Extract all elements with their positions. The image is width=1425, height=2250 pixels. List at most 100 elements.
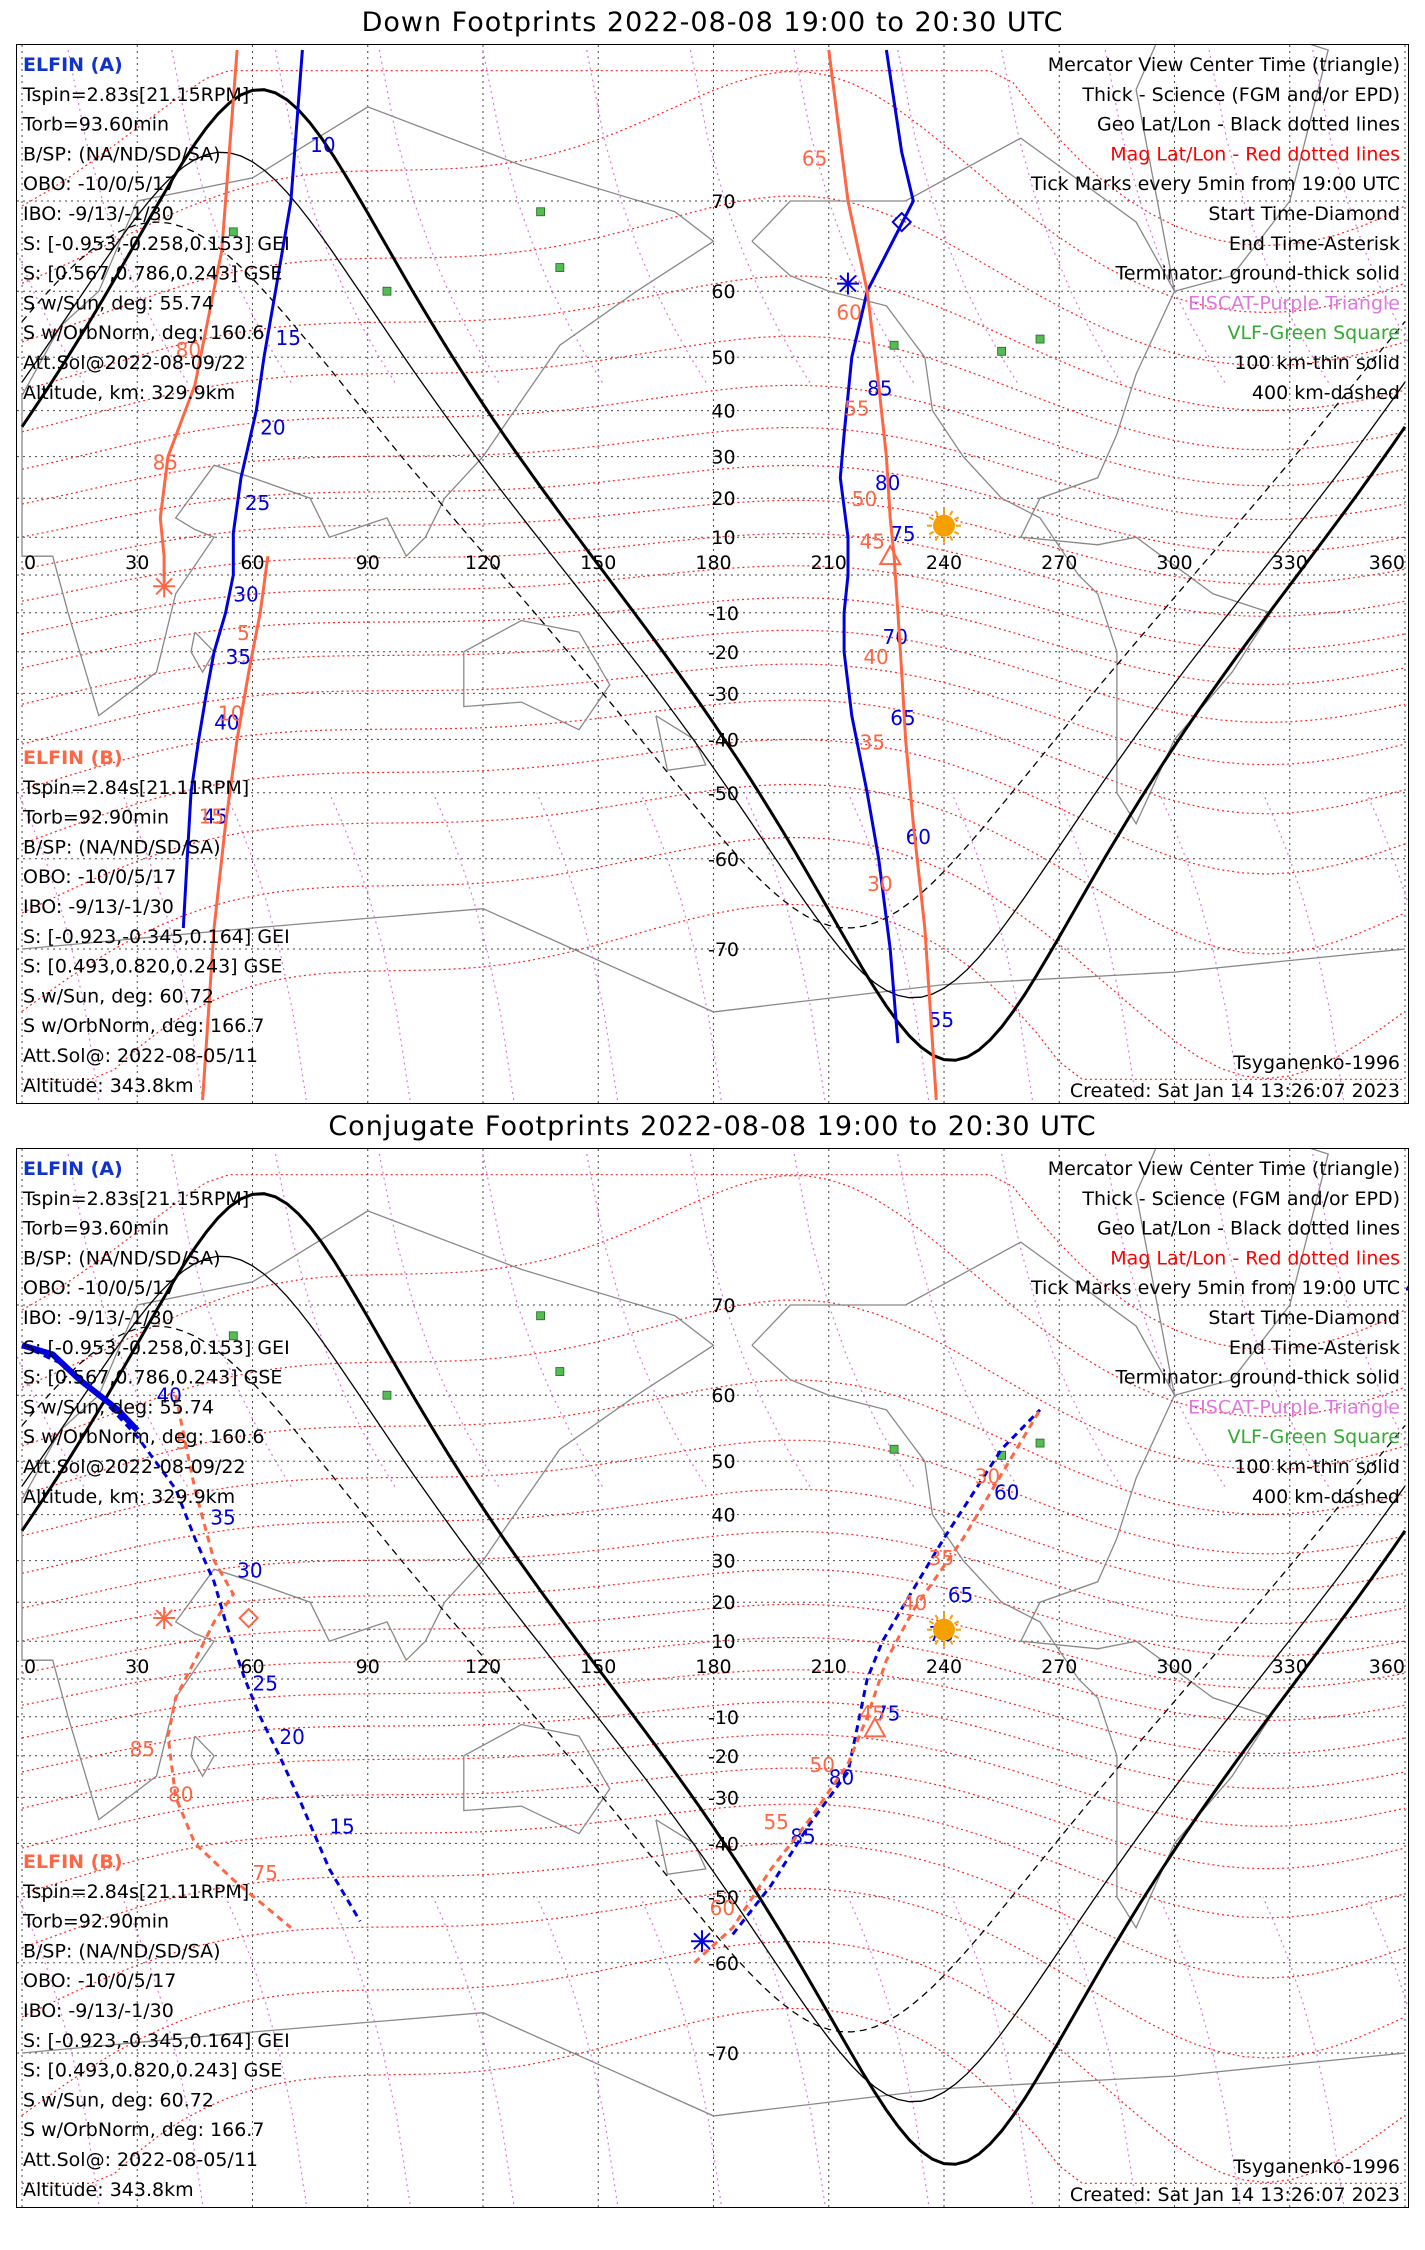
coastline [190,631,215,674]
mag-lat-line [21,629,1406,724]
track-tick-label: 45 [203,805,228,829]
model-label: Tsyganenko-1996 [1232,2156,1400,2178]
sun-marker [927,508,961,543]
mag-lon-line [17,1354,86,1490]
view-center-triangle-marker [863,1716,887,1738]
mag-lat-line [21,275,1406,412]
legend-entry: Tick Marks every 5min from 19:00 UTC [1030,173,1400,195]
mag-lon-line [897,1153,1020,1490]
track-tick-label: 40 [156,1384,181,1408]
elfin-a-name: ELFIN (A) [23,54,123,76]
vlf-green-square [889,340,899,350]
elfin-a-info-line: OBO: -10/0/5/17 [23,1277,176,1299]
created-timestamp: Created: Sat Jan 14 13:26:07 2023 [1070,2184,1400,2206]
y-tick-label: 30 [711,447,735,469]
mag-lon-line [171,1153,294,1490]
mag-lat-line [21,335,1406,451]
mag-lat-line [21,533,1406,618]
coastline [21,2012,1406,2117]
mag-lat-line [21,1843,1406,1979]
elfin-a-info-line: Altitude, km: 329.9km [23,1486,235,1508]
elfin-a-info-line: IBO: -9/13/-1/30 [23,203,174,225]
mag-lon-line [1158,792,1241,1101]
mag-lon-line [225,792,307,1101]
footprint-track [838,49,915,1044]
mag-lon-line [121,792,204,1101]
legend-entry: 400 km-dashed [1252,382,1400,404]
mag-lon-line [536,792,619,1101]
mag-lon-line [689,49,813,386]
y-tick-label: -50 [708,783,739,805]
elfin-b-info-line: OBO: -10/0/5/17 [23,1970,176,1992]
mag-lon-line [1104,1153,1227,1490]
mag-lat-line [21,1803,1406,1919]
track-tick-label: 10 [218,701,243,725]
y-tick-label: 50 [711,1451,735,1473]
mag-lon-line [1262,792,1345,1101]
y-tick-label: 30 [711,1551,735,1573]
mag-lon-line [328,1896,411,2205]
legend-entry: Mag Lat/Lon - Red dotted lines [1110,1247,1400,1269]
track-tick-label: 45 [859,530,884,554]
mag-lon-line [689,1153,813,1490]
elfin-a-info-line: B/SP: (NA/ND/SD/SA) [23,143,221,165]
mag-lon-line [378,1153,501,1490]
track-tick-label: 50 [810,1753,835,1777]
track-tick-label: 30 [237,1559,262,1583]
track-tick-label: 35 [929,1546,954,1570]
created-timestamp: Created: Sat Jan 14 13:26:07 2023 [1070,1080,1400,1102]
track-tick-label: 45 [1405,1275,1409,1299]
map-svg: 0 30 60 90 120 150 180 210 240 270 300 330 360-70-60… [17,45,1408,1103]
x-tick-label: 90 [356,1656,380,1678]
track-tick-label: 65 [948,1583,973,1607]
x-tick-label: 330 [1272,1656,1308,1678]
terminator-100km [21,151,1406,999]
legend-entry: End Time-Asterisk [1229,1337,1400,1359]
track-tick-label: 35 [210,1505,235,1529]
y-tick-label: 40 [711,401,735,423]
elfin-b-info-line: S: [0.493,0.820,0.243] GSE [23,2060,282,2082]
vlf-green-square [536,207,546,217]
track-tick-label: 80 [829,1766,854,1790]
mag-lat-line [21,1568,1406,1657]
elfin-a-info-line: IBO: -9/13/-1/30 [23,1307,174,1329]
x-tick-label: 180 [695,552,731,574]
elfin-a-info-line: Att.Sol@2022-08-09/22 [23,1456,246,1478]
x-tick-label: 300 [1156,1656,1192,1678]
mag-lon-line [951,792,1033,1101]
mag-lon-line [897,49,1020,386]
mag-lon-line [793,1153,916,1490]
mag-lon-line [536,1896,619,2205]
y-tick-label: -60 [708,849,739,871]
elfin-b-info-line: Altitude: 343.8km [23,2179,194,2201]
track-tick-label: 15 [199,805,224,829]
legend-entry: EISCAT-Purple Triangle [1188,1396,1400,1418]
mag-lon-line [1312,49,1408,344]
mag-lat-line [21,1701,1406,1790]
start-diamond-marker [891,211,913,233]
elfin-b-info-line: S w/OrbNorm, deg: 166.7 [23,1015,264,1037]
footprint-track [693,1409,1042,1964]
mag-lon-line [432,1896,515,2205]
mag-lat-line [21,427,1406,521]
legend-entry: VLF-Green Square [1227,322,1400,344]
track-tick-label: 85 [130,1737,155,1761]
map-svg: 0 30 60 90 120 150 180 210 240 270 300 330 360-70-60… [17,1149,1409,2207]
y-tick-label: 60 [711,281,735,303]
vlf-green-square [555,263,565,272]
mag-lat-line [21,597,1406,686]
track-tick-label: 40 [863,645,888,669]
mag-lon-line [378,49,501,386]
mag-lat-line [21,499,1406,585]
footprint-track [21,1342,140,1433]
terminator-400km [21,1325,1406,2033]
legend-entry: Mag Lat/Lon - Red dotted lines [1110,143,1400,165]
map-conjugate: 0 30 60 90 120 150 180 210 240 270 300 330 360 -70 -60… [16,1148,1409,2208]
mag-lon-line [1366,1896,1408,2010]
mag-lon-line [17,1896,100,2205]
mag-lat-line [21,1669,1406,1755]
mag-lat-line [21,1603,1406,1689]
mag-lat-line [21,837,1406,1080]
mag-lon-line [743,792,826,1101]
mag-lon-line [67,1153,190,1490]
